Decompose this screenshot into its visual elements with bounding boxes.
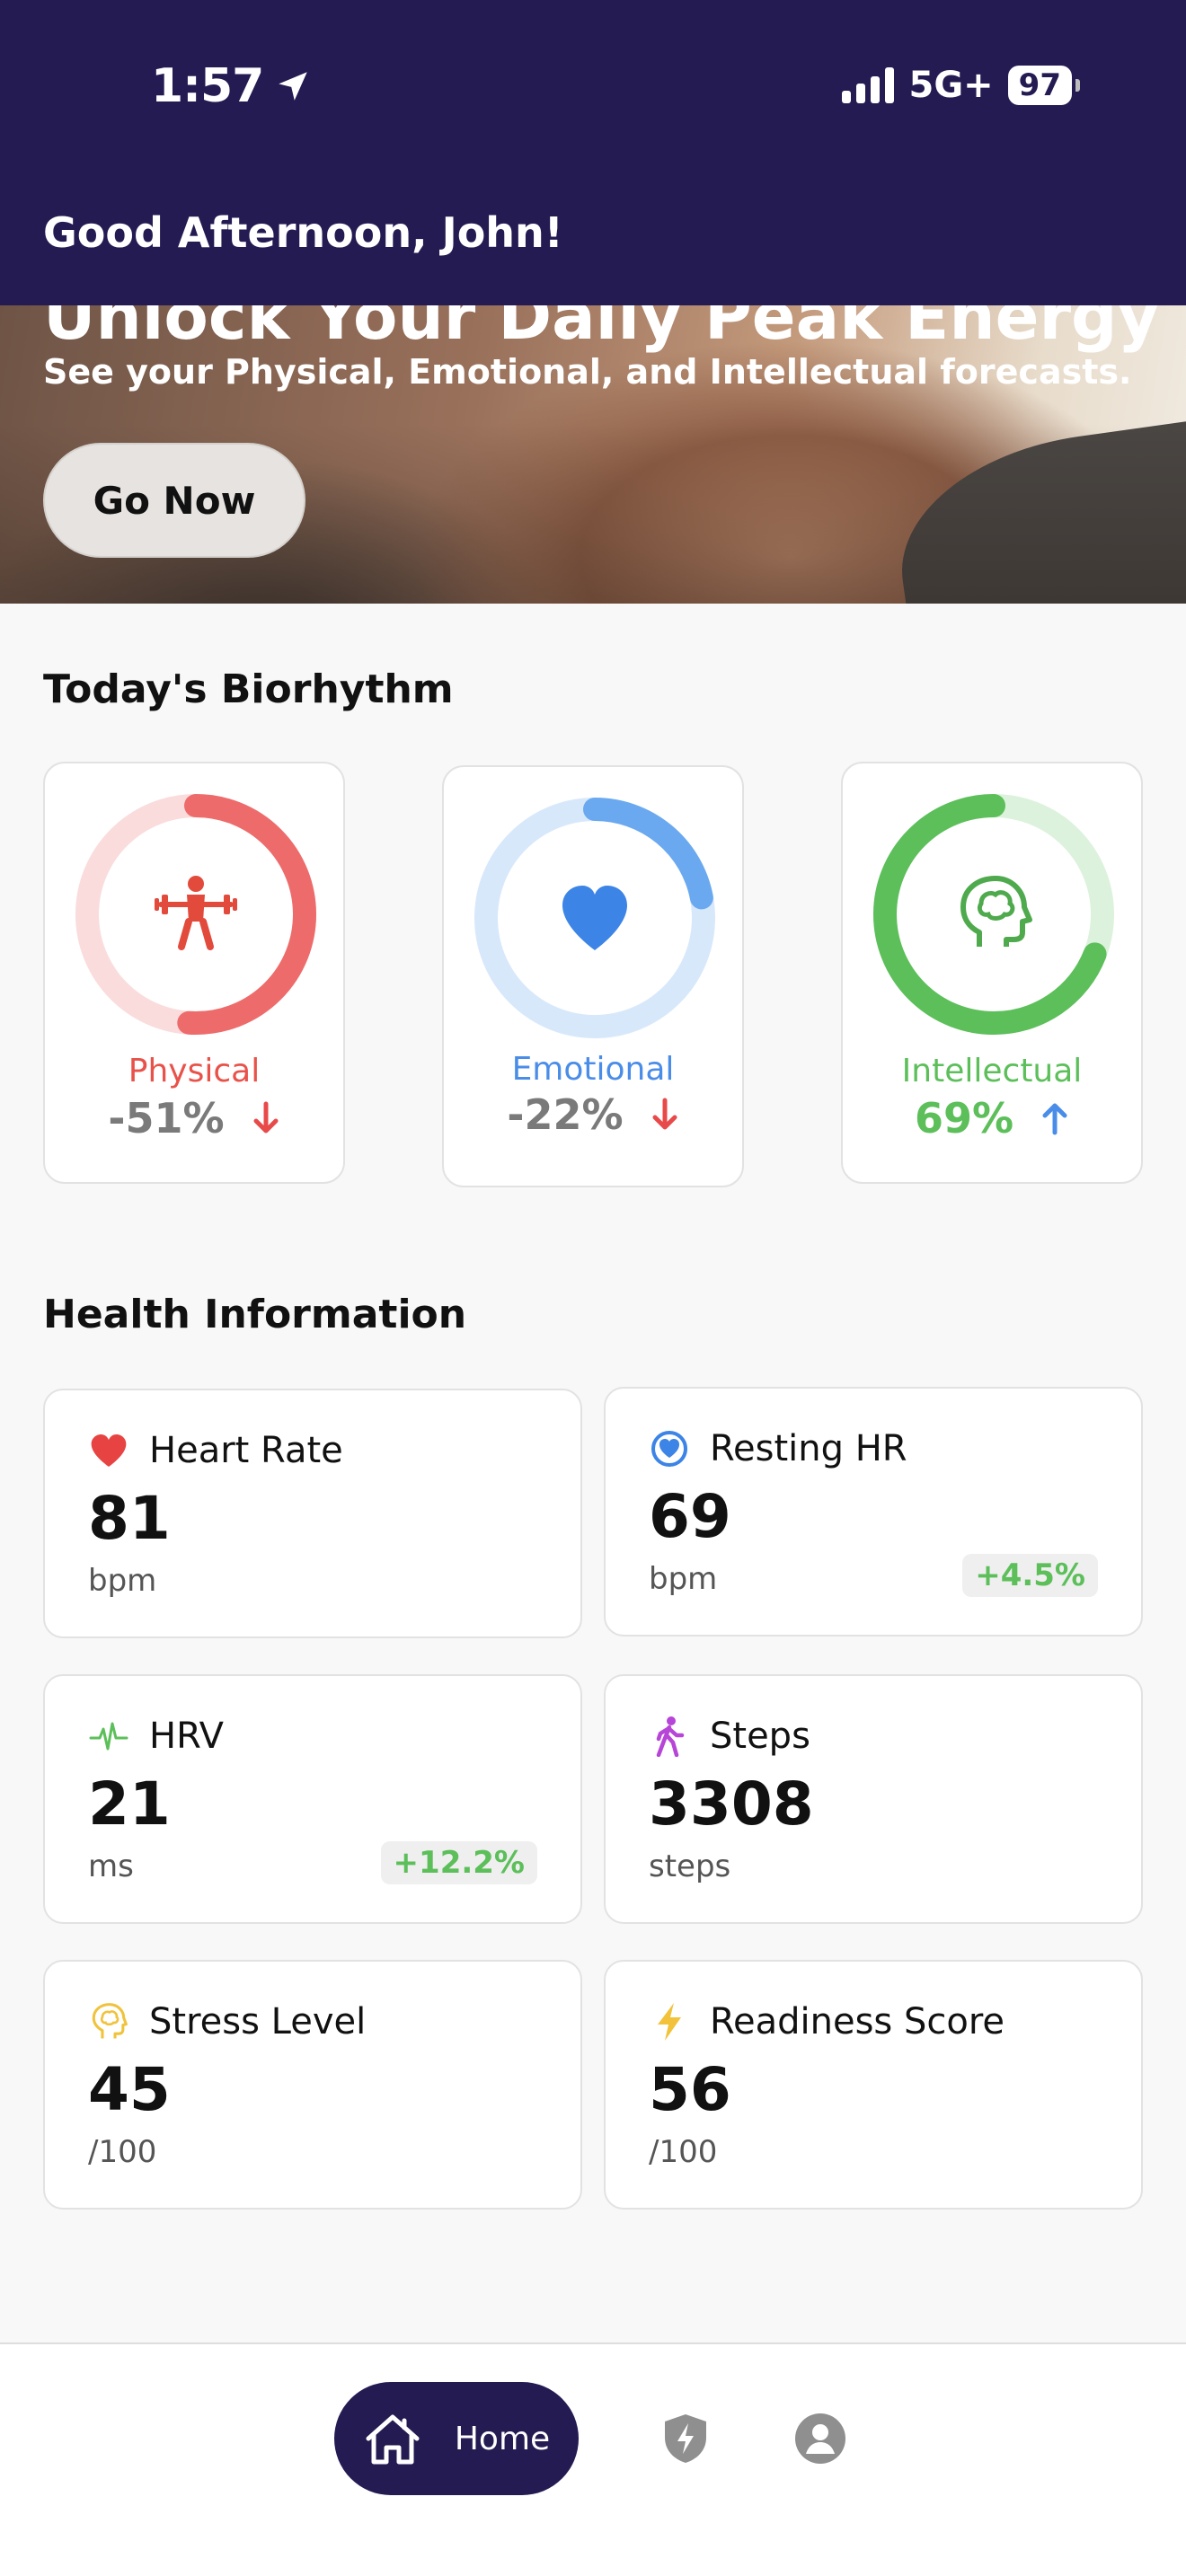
intellectual-value: 69% — [843, 1094, 1141, 1142]
heart-icon — [562, 886, 627, 950]
heart-icon — [88, 1430, 129, 1471]
health-card-steps[interactable]: Steps 3308 steps — [604, 1674, 1143, 1924]
steps-unit: steps — [649, 1848, 731, 1884]
readiness-score-unit: /100 — [649, 2134, 718, 2170]
app-header: 1:57 5G+ 97 Good Afternoon, John! — [0, 0, 1186, 305]
stress-level-title: Stress Level — [149, 2001, 367, 2042]
arrow-up-icon — [1042, 1103, 1067, 1135]
health-section-title: Health Information — [43, 1292, 467, 1337]
home-icon — [366, 2414, 420, 2465]
cellular-signal-icon — [842, 67, 895, 103]
network-type: 5G+ — [908, 65, 994, 106]
resting-hr-title: Resting HR — [710, 1428, 907, 1469]
steps-value: 3308 — [649, 1769, 814, 1839]
nav-home-label: Home — [454, 2420, 551, 2457]
lightning-icon — [649, 2001, 690, 2042]
go-now-button[interactable]: Go Now — [43, 443, 305, 558]
arrow-down-icon — [253, 1101, 279, 1134]
hero-subtitle: See your Physical, Emotional, and Intell… — [43, 352, 1132, 392]
emotional-percent: -22% — [507, 1090, 624, 1139]
heart-rate-title: Heart Rate — [149, 1430, 343, 1471]
heart-circle-icon — [649, 1428, 690, 1469]
weightlifter-icon — [155, 876, 237, 950]
hrv-title: HRV — [149, 1716, 225, 1757]
emotional-ring — [474, 798, 715, 1038]
readiness-score-title: Readiness Score — [710, 2001, 1005, 2042]
pulse-icon — [88, 1716, 129, 1757]
health-card-resting-hr[interactable]: Resting HR 69 bpm +4.5% — [604, 1387, 1143, 1636]
bottom-navigation: Home — [0, 2342, 1186, 2576]
stress-level-unit: /100 — [88, 2134, 157, 2170]
status-indicators: 5G+ 97 — [842, 65, 1080, 106]
nav-home-button[interactable]: Home — [334, 2382, 579, 2495]
brain-head-icon — [960, 876, 1032, 947]
hrv-value: 21 — [88, 1769, 171, 1839]
health-card-stress-level[interactable]: Stress Level 45 /100 — [43, 1960, 582, 2210]
status-time: 1:57 — [151, 59, 312, 113]
intellectual-percent: 69% — [914, 1094, 1014, 1142]
resting-hr-unit: bpm — [649, 1561, 718, 1597]
steps-title: Steps — [710, 1716, 810, 1757]
readiness-score-value: 56 — [649, 2055, 731, 2124]
shield-lightning-icon[interactable] — [658, 2411, 713, 2466]
walking-icon — [649, 1716, 690, 1757]
emotional-value: -22% — [444, 1090, 742, 1139]
profile-icon[interactable] — [792, 2411, 848, 2466]
health-card-readiness-score[interactable]: Readiness Score 56 /100 — [604, 1960, 1143, 2210]
stress-level-value: 45 — [88, 2055, 171, 2124]
battery-icon: 97 — [1007, 66, 1080, 105]
location-arrow-icon — [279, 72, 308, 101]
status-time-text: 1:57 — [151, 59, 264, 113]
physical-ring — [75, 794, 316, 1035]
health-card-hrv[interactable]: HRV 21 ms +12.2% — [43, 1674, 582, 1924]
physical-label: Physical — [128, 1053, 261, 1090]
biorhythm-card-intellectual[interactable]: Intellectual 69% — [841, 762, 1143, 1184]
arrow-down-icon — [652, 1098, 677, 1130]
greeting-title: Good Afternoon, John! — [43, 208, 563, 257]
biorhythm-card-physical[interactable]: Physical -51% — [43, 762, 345, 1184]
heart-rate-value: 81 — [88, 1484, 171, 1553]
emotional-label: Emotional — [511, 1051, 675, 1088]
brain-head-icon — [88, 2001, 129, 2042]
biorhythm-section-title: Today's Biorhythm — [43, 666, 454, 712]
resting-hr-value: 69 — [649, 1482, 731, 1551]
physical-value: -51% — [45, 1094, 343, 1142]
resting-hr-change-badge: +4.5% — [962, 1554, 1098, 1597]
battery-level: 97 — [1007, 66, 1072, 105]
biorhythm-card-emotional[interactable]: Emotional -22% — [442, 765, 744, 1187]
heart-rate-unit: bpm — [88, 1563, 157, 1599]
health-card-heart-rate[interactable]: Heart Rate 81 bpm — [43, 1389, 582, 1638]
hrv-unit: ms — [88, 1848, 134, 1884]
intellectual-label: Intellectual — [901, 1053, 1083, 1090]
hero-banner[interactable]: Unlock Your Daily Peak Energy See your P… — [0, 269, 1186, 604]
intellectual-ring — [873, 794, 1114, 1035]
hrv-change-badge: +12.2% — [380, 1841, 537, 1884]
physical-percent: -51% — [108, 1094, 225, 1142]
